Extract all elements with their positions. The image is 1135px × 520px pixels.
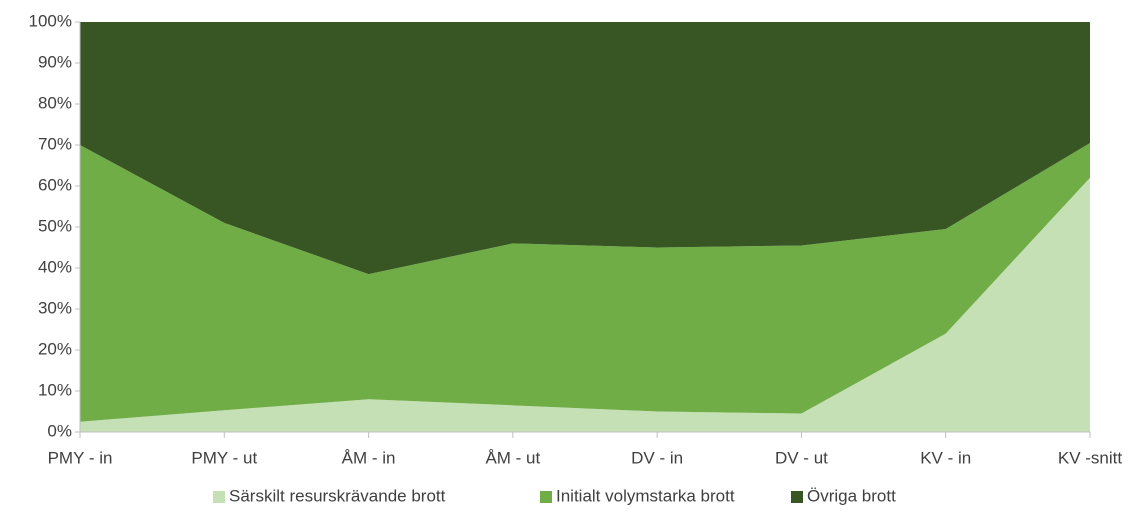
x-tick-label: KV -snitt <box>1058 448 1123 467</box>
legend-label: Initialt volymstarka brott <box>556 486 735 505</box>
legend-label: Övriga brott <box>807 486 896 505</box>
y-tick-label: 30% <box>38 298 72 317</box>
legend-swatch <box>791 491 803 503</box>
y-tick-label: 80% <box>38 93 72 112</box>
legend-label: Särskilt resurskrävande brott <box>229 486 446 505</box>
area <box>80 142 1090 422</box>
y-tick-label: 10% <box>38 380 72 399</box>
legend-swatch <box>213 491 225 503</box>
y-tick-label: 60% <box>38 175 72 194</box>
y-tick-label: 0% <box>47 421 72 440</box>
area <box>80 177 1090 432</box>
legend-swatch <box>540 491 552 503</box>
x-tick-label: ÅM - in <box>342 448 396 467</box>
x-tick-label: KV - in <box>920 448 971 467</box>
area <box>80 22 1090 275</box>
y-tick-label: 100% <box>29 11 72 30</box>
y-tick-label: 70% <box>38 134 72 153</box>
x-tick-label: DV - in <box>631 448 683 467</box>
y-tick-label: 50% <box>38 216 72 235</box>
x-tick-label: DV - ut <box>775 448 828 467</box>
y-tick-label: 40% <box>38 257 72 276</box>
x-tick-label: PMY - in <box>48 448 113 467</box>
x-tick-label: ÅM - ut <box>485 448 540 467</box>
y-tick-label: 90% <box>38 52 72 71</box>
y-tick-label: 20% <box>38 339 72 358</box>
x-tick-label: PMY - ut <box>191 448 257 467</box>
